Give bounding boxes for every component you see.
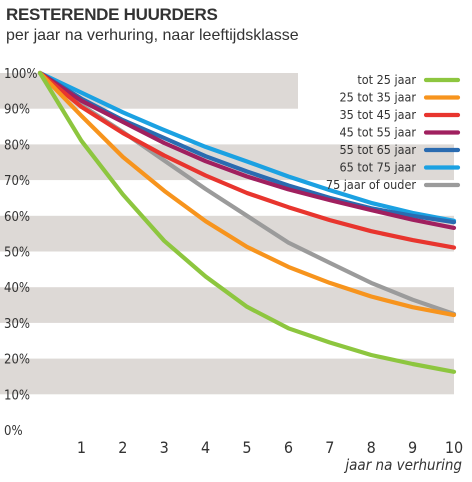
series-lines xyxy=(37,70,457,374)
x-tick-label: 10 xyxy=(445,438,463,457)
series-line xyxy=(37,70,457,223)
x-tick-label: 8 xyxy=(367,438,376,457)
series-line xyxy=(37,70,457,318)
x-tick-label: 3 xyxy=(160,438,169,457)
y-tick-label: 50% xyxy=(4,246,30,261)
y-tick-label: 20% xyxy=(4,353,30,368)
y-axis-ticks: 0% 10% 20% 30% 40% 50% 60% 70% 80% 90% 100% xyxy=(4,67,37,439)
y-tick-label: 10% xyxy=(4,388,30,403)
x-axis-ticks: 1 2 3 4 5 6 7 8 9 10 xyxy=(77,438,463,457)
x-tick-label: 2 xyxy=(118,438,127,457)
y-tick-label: 80% xyxy=(4,138,30,153)
legend: tot 25 jaar 25 tot 35 jaar 35 tot 45 jaar 4… xyxy=(326,72,461,192)
legend-label: 35 tot 45 jaar xyxy=(339,107,416,122)
y-tick-label: 100% xyxy=(4,67,37,82)
x-tick-label: 9 xyxy=(408,438,417,457)
x-tick-label: 1 xyxy=(77,438,86,457)
x-axis-label: jaar na verhuring xyxy=(343,456,462,474)
legend-label: 55 tot 65 jaar xyxy=(339,142,416,157)
grid-band xyxy=(0,358,454,395)
y-tick-label: 60% xyxy=(4,210,30,225)
legend-label: 75 jaar of ouder xyxy=(326,177,416,192)
legend-label: 65 tot 75 jaar xyxy=(339,160,416,175)
x-tick-label: 6 xyxy=(284,438,293,457)
series-line xyxy=(37,70,457,374)
series-line xyxy=(37,70,457,230)
x-tick-label: 4 xyxy=(201,438,210,457)
legend-label: 25 tot 35 jaar xyxy=(339,90,416,105)
x-tick-label: 7 xyxy=(325,438,334,457)
series-line xyxy=(37,70,457,250)
y-tick-label: 0% xyxy=(4,424,23,439)
y-tick-label: 70% xyxy=(4,174,30,189)
x-tick-label: 5 xyxy=(242,438,251,457)
chart-subtitle: per jaar na verhuring, naar leeftijdskla… xyxy=(6,27,299,44)
legend-label: 45 tot 55 jaar xyxy=(339,125,416,140)
legend-label: tot 25 jaar xyxy=(357,72,416,87)
y-tick-label: 40% xyxy=(4,281,30,296)
y-tick-label: 30% xyxy=(4,317,30,332)
chart-title: RESTERENDE HUURDERS xyxy=(6,5,218,24)
y-tick-label: 90% xyxy=(4,103,30,118)
